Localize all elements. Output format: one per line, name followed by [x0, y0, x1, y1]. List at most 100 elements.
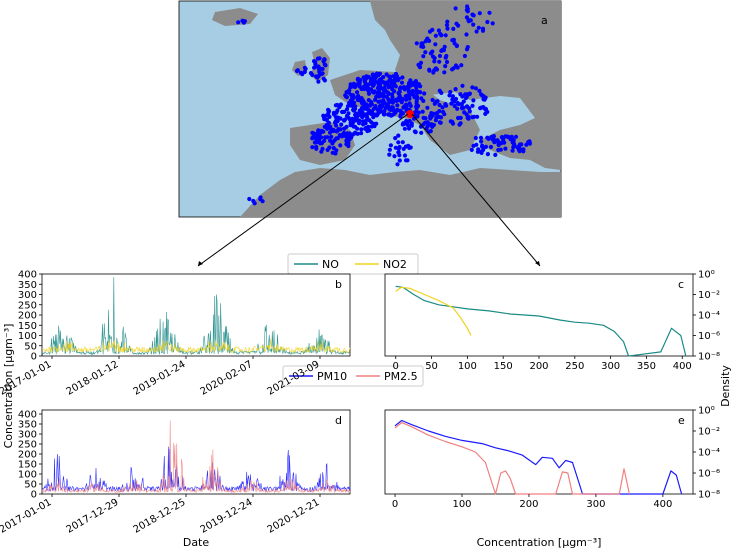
station-dot: [364, 103, 369, 108]
y-tick-label: 10⁻²: [698, 427, 720, 438]
station-dot: [420, 41, 425, 46]
station-dot: [485, 109, 490, 114]
station-dot: [327, 145, 332, 150]
y-tick-label: 150: [18, 321, 37, 332]
station-dot: [425, 124, 430, 129]
station-dot: [381, 75, 386, 80]
station-dot: [462, 53, 467, 59]
station-dot: [350, 82, 355, 87]
station-dot: [390, 112, 395, 118]
station-dot: [328, 138, 333, 143]
x-tick-label: 200: [519, 499, 538, 510]
station-dot: [510, 148, 515, 153]
station-dot: [370, 111, 375, 116]
x-tick-label: 2019-01-24: [132, 359, 188, 398]
station-dot: [430, 54, 436, 59]
station-dot: [311, 131, 316, 136]
x-tick-label: 2017-12-29: [65, 497, 121, 536]
station-dot: [327, 130, 333, 135]
station-dot: [317, 56, 322, 61]
station-dot: [326, 109, 332, 114]
station-dot: [467, 91, 472, 96]
station-dot: [419, 96, 424, 101]
x-tick-label: 2018-01-12: [65, 359, 121, 398]
station-dot: [410, 88, 415, 94]
station-dot: [432, 59, 437, 64]
station-dot: [440, 105, 445, 110]
station-dot: [455, 106, 460, 111]
station-dot: [444, 59, 450, 65]
x-axis-label-concentration: Concentration [μgm⁻³]: [477, 536, 602, 549]
x-tick-label: 2017-01-01: [0, 497, 54, 536]
x-tick-label: 0: [392, 499, 398, 510]
station-dot: [420, 109, 425, 114]
station-dot: [400, 75, 405, 80]
y-tick-label: 0: [31, 490, 37, 501]
station-dot: [405, 93, 410, 98]
station-dot: [437, 53, 443, 59]
station-dot: [414, 105, 419, 111]
station-dot: [353, 124, 358, 129]
y-axis-label-density: Density: [719, 365, 732, 407]
station-dot: [470, 12, 475, 17]
station-dot: [382, 87, 387, 92]
station-dot: [310, 72, 315, 78]
panel-e: 10⁰ 10⁻² 10⁻⁴ 10⁻⁶ 10⁻⁸ 0 100 200 300 400 e: [384, 406, 720, 510]
station-dot: [401, 146, 406, 151]
station-dot: [445, 26, 450, 31]
station-dot: [421, 44, 426, 50]
station-dot: [344, 124, 349, 129]
station-dot: [450, 97, 455, 102]
station-dot: [464, 94, 469, 99]
station-dot: [401, 121, 406, 126]
station-dot: [425, 36, 430, 41]
station-dot: [384, 102, 389, 107]
station-dot: [495, 138, 500, 143]
station-dot: [360, 97, 365, 103]
station-dot: [443, 33, 448, 38]
station-dot: [428, 116, 433, 121]
station-dot: [362, 84, 367, 89]
station-dot: [394, 73, 399, 79]
station-dot: [371, 115, 376, 120]
x-tick-label: 300: [586, 499, 605, 510]
station-dot: [392, 89, 397, 94]
panel-label-c: c: [678, 278, 684, 291]
station-dot: [380, 104, 385, 109]
station-dot: [399, 80, 405, 85]
station-dot: [485, 152, 490, 157]
x-axis-label-date: Date: [183, 536, 210, 549]
station-dot: [396, 150, 401, 155]
station-dot: [406, 86, 411, 91]
y-tick-label: 300: [18, 290, 37, 301]
station-dot: [490, 21, 495, 26]
station-dot: [431, 112, 436, 117]
station-dot: [384, 72, 389, 77]
station-dot: [384, 81, 389, 86]
station-dot: [364, 76, 369, 81]
station-dot: [503, 146, 508, 151]
station-dot: [505, 134, 510, 139]
station-dot: [252, 201, 257, 206]
x-tick-label: 400: [673, 361, 692, 372]
y-tick-label: 200: [18, 450, 37, 461]
y-tick-label: 300: [18, 430, 37, 441]
station-dot: [395, 162, 400, 167]
station-dot: [387, 152, 392, 157]
station-dot: [399, 100, 404, 105]
station-dot: [331, 128, 336, 134]
station-dot: [456, 115, 461, 121]
station-dot: [423, 116, 428, 121]
y-tick-label: 10⁰: [698, 406, 715, 417]
station-dot: [414, 90, 419, 95]
station-dot: [365, 116, 370, 121]
station-dot: [433, 33, 438, 38]
station-dot: [471, 22, 476, 27]
station-dot: [402, 153, 408, 158]
x-tick-label: 150: [494, 361, 513, 372]
station-dot: [360, 105, 365, 110]
land-africa: [240, 168, 561, 217]
station-dot: [395, 103, 400, 108]
station-dot: [405, 158, 410, 163]
station-dot: [497, 141, 502, 146]
